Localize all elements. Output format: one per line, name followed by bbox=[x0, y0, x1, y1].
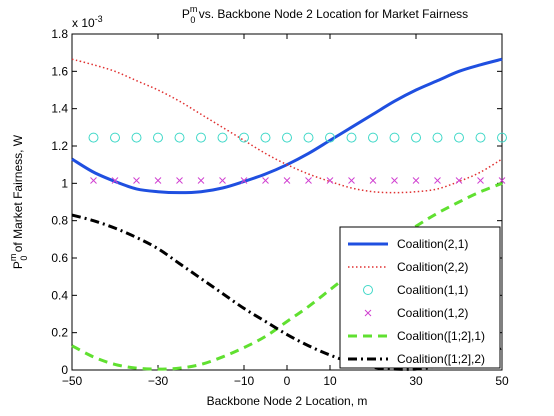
data-point bbox=[412, 177, 420, 184]
data-point bbox=[303, 132, 314, 143]
legend-label: Coalition(2,2) bbox=[397, 260, 468, 274]
data-point bbox=[411, 132, 421, 143]
data-point bbox=[111, 177, 119, 184]
x-tick-label: 10 bbox=[323, 374, 337, 388]
legend-label: Coalition([1;2],2) bbox=[397, 352, 485, 366]
data-point bbox=[477, 177, 484, 184]
data-point bbox=[176, 177, 183, 184]
x-tick-label: −30 bbox=[148, 374, 169, 388]
x-axis-label: Backbone Node 2 Location, m bbox=[207, 394, 368, 408]
data-point bbox=[239, 132, 249, 143]
data-point bbox=[282, 132, 292, 143]
y-tick-label: 1.8 bbox=[51, 27, 68, 41]
series-line bbox=[71, 213, 503, 371]
series-line bbox=[71, 181, 503, 371]
series-2 bbox=[71, 58, 503, 194]
data-point bbox=[219, 177, 226, 184]
ticks: −50 −30 −10 0 10 30 50 0 0.2 0.4 0.6 0.8 1 1.2 1.4 1.6 1… bbox=[51, 27, 509, 388]
legend-label: Coalition(1,2) bbox=[397, 306, 468, 320]
data-point bbox=[305, 177, 312, 184]
data-point bbox=[434, 177, 441, 184]
data-point bbox=[153, 132, 163, 143]
x-tick-label: −50 bbox=[62, 374, 83, 388]
legend-entry: Coalition(2,1) bbox=[348, 237, 468, 251]
data-point bbox=[391, 177, 398, 184]
legend-entry: Coalition([1;2],2) bbox=[348, 352, 485, 366]
x-tick-label: 50 bbox=[495, 374, 509, 388]
data-point bbox=[346, 132, 357, 143]
series-4 bbox=[90, 177, 506, 184]
data-point bbox=[389, 132, 400, 143]
data-point bbox=[432, 132, 443, 143]
legend-label: Coalition(1,1) bbox=[397, 283, 468, 297]
data-point bbox=[497, 132, 507, 143]
y-tick-label: 1.2 bbox=[51, 139, 68, 153]
data-point bbox=[262, 177, 269, 184]
series-6 bbox=[71, 213, 503, 371]
data-point bbox=[283, 177, 291, 184]
series-line bbox=[71, 58, 503, 194]
y-multiplier: x 10-3 bbox=[72, 14, 103, 30]
legend-label: Coalition([1;2],1) bbox=[397, 329, 485, 343]
y-axis-label: Pm0 of Market Fairness, W bbox=[8, 134, 29, 269]
data-point bbox=[475, 132, 486, 143]
legend-label: Coalition(2,1) bbox=[397, 237, 468, 251]
y-tick-label: 0.4 bbox=[51, 288, 68, 302]
data-point bbox=[217, 132, 228, 143]
data-point bbox=[326, 177, 334, 184]
data-point bbox=[455, 177, 463, 184]
data-point bbox=[454, 132, 464, 143]
data-point bbox=[325, 132, 335, 143]
data-point bbox=[88, 132, 99, 143]
legend-marker bbox=[363, 285, 373, 295]
y-tick-label: 1.6 bbox=[51, 64, 68, 78]
data-point bbox=[368, 132, 378, 143]
y-tick-label: 1.4 bbox=[51, 102, 68, 116]
legend-box bbox=[339, 226, 501, 369]
data-point bbox=[196, 132, 206, 143]
series-5 bbox=[71, 181, 503, 371]
data-point bbox=[90, 177, 97, 184]
data-point bbox=[131, 132, 142, 143]
data-point bbox=[197, 177, 205, 184]
legend-marker bbox=[364, 309, 372, 317]
y-tick-label: 1 bbox=[61, 176, 68, 190]
data-point bbox=[174, 132, 185, 143]
legend-entry: Coalition([1;2],1) bbox=[348, 329, 485, 343]
data-point bbox=[260, 132, 271, 143]
chart-title: Pm 0 vs. Backbone Node 2 Location for Mar… bbox=[182, 4, 468, 25]
x-tick-label: 0 bbox=[284, 374, 291, 388]
data-point bbox=[110, 132, 120, 143]
legend: Coalition(2,1) Coalition(2,2) Coalition(1,… bbox=[339, 226, 501, 369]
legend-entry: Coalition(2,2) bbox=[348, 260, 468, 274]
x-tick-label: 30 bbox=[409, 374, 423, 388]
data-point bbox=[154, 177, 162, 184]
data-point bbox=[369, 177, 377, 184]
y-tick-label: 0.6 bbox=[51, 251, 68, 265]
data-point bbox=[240, 177, 248, 184]
y-tick-label: 0.8 bbox=[51, 214, 68, 228]
y-tick-label: 0.2 bbox=[51, 326, 68, 340]
y-tick-label: 0 bbox=[61, 363, 68, 377]
series-3 bbox=[88, 132, 507, 143]
x-tick-label: −10 bbox=[234, 374, 255, 388]
legend-entry: Coalition(1,1) bbox=[363, 283, 468, 297]
legend-entry: Coalition(1,2) bbox=[364, 306, 468, 320]
data-point bbox=[348, 177, 355, 184]
data-point bbox=[133, 177, 140, 184]
series-layer bbox=[71, 57, 507, 371]
